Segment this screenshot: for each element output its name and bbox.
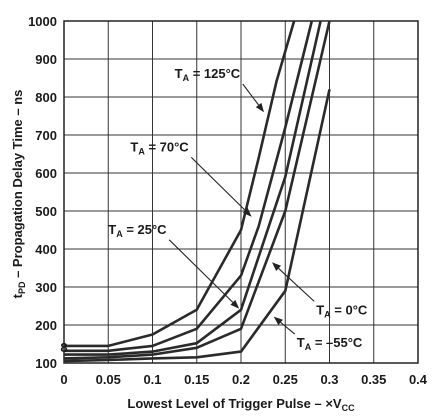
y-tick-label: 800 xyxy=(35,90,57,105)
annotation-arrow-line xyxy=(278,268,315,302)
series-annotations: TA = 125°CTA = 70°CTA = 25°CTA = 0°CTA =… xyxy=(108,66,368,352)
y-tick-label: 400 xyxy=(35,242,57,257)
annotation-arrow-line xyxy=(190,156,246,211)
x-axis-title: Lowest Level of Trigger Pulse – ×VCC xyxy=(127,396,355,413)
series-label-prefix: T xyxy=(297,335,305,350)
series-line-0 xyxy=(64,20,296,348)
series-label-suffix: = –55°C xyxy=(311,335,363,350)
x-tick-label: 0.1 xyxy=(143,372,161,387)
series-label: TA = –55°C xyxy=(297,335,363,352)
series-label: TA = 0°C xyxy=(316,302,368,319)
x-tick-label: 0.15 xyxy=(184,372,209,387)
y-tick-label: 600 xyxy=(35,166,57,181)
series-label: TA = 25°C xyxy=(108,222,167,239)
series-annotation: TA = 25°C xyxy=(108,222,240,309)
annotation-arrow-head xyxy=(272,262,281,271)
annotation-arrow-head xyxy=(255,102,264,113)
series-label-prefix: T xyxy=(130,139,138,154)
series-lines xyxy=(63,20,331,363)
x-tick-label: 0 xyxy=(60,372,67,387)
annotation-arrow-head xyxy=(242,207,252,217)
annotation-arrow-head xyxy=(273,316,283,326)
series-label-sub: A xyxy=(138,146,145,156)
x-tick-label: 0.05 xyxy=(96,372,121,387)
grid xyxy=(64,21,418,363)
x-axis-title-main: Lowest Level of Trigger Pulse – ×V xyxy=(127,396,342,411)
annotation-arrow-head xyxy=(230,299,240,309)
series-line-4 xyxy=(63,89,331,363)
annotation-arrow-line xyxy=(280,321,296,335)
series-label-suffix: = 0°C xyxy=(331,302,368,317)
y-axis-title-sub: PD xyxy=(17,281,27,294)
y-tick-label: 200 xyxy=(35,318,57,333)
series-label-prefix: T xyxy=(108,222,116,237)
series-annotation: TA = –55°C xyxy=(273,316,363,352)
series-label-suffix: = 25°C xyxy=(123,222,167,237)
y-tick-label: 1000 xyxy=(28,14,57,29)
x-tick-label: 0.25 xyxy=(273,372,298,387)
series-line-2 xyxy=(64,20,322,356)
x-tick-label: 0.2 xyxy=(232,372,250,387)
series-line-3 xyxy=(63,20,331,360)
y-tick-label: 100 xyxy=(35,356,57,371)
y-tick-label: 900 xyxy=(35,52,57,67)
tick-labels: 0 0.05 0.1 0.15 0.2 0.25 0.3 0.35 0.4 100 200 300 40… xyxy=(28,14,428,387)
annotation-arrow-line xyxy=(168,239,234,303)
series-annotation: TA = 0°C xyxy=(272,262,368,319)
plot-frame xyxy=(63,20,419,364)
x-tick-label: 0.35 xyxy=(361,372,386,387)
y-axis-title-main: – Propagation Delay Time – ns xyxy=(10,90,25,282)
y-axis-title: tPD – Propagation Delay Time – ns xyxy=(10,90,27,299)
series-annotation: TA = 70°C xyxy=(130,139,252,217)
y-tick-label: 700 xyxy=(35,128,57,143)
y-axis-title-pre: t xyxy=(10,293,25,298)
y-tick-label: 500 xyxy=(35,204,57,219)
series-label-suffix: = 125°C xyxy=(189,66,241,81)
series-annotation: TA = 125°C xyxy=(175,66,264,113)
x-axis-title-sub: CC xyxy=(342,403,355,413)
series-label-sub: A xyxy=(305,342,312,352)
x-tick-label: 0.3 xyxy=(320,372,338,387)
y-tick-label: 300 xyxy=(35,280,57,295)
series-line-1 xyxy=(64,20,314,353)
series-label-suffix: = 70°C xyxy=(145,139,189,154)
series-label-sub: A xyxy=(116,229,123,239)
series-label: TA = 70°C xyxy=(130,139,189,156)
annotation-arrow-line xyxy=(242,83,260,106)
stray-label: 8 xyxy=(60,340,67,355)
x-tick-label: 0.4 xyxy=(409,372,428,387)
series-label-sub: A xyxy=(183,73,190,83)
series-label-sub: A xyxy=(324,309,331,319)
series-label-prefix: T xyxy=(175,66,183,81)
series-label-prefix: T xyxy=(316,302,324,317)
series-label: TA = 125°C xyxy=(175,66,241,83)
